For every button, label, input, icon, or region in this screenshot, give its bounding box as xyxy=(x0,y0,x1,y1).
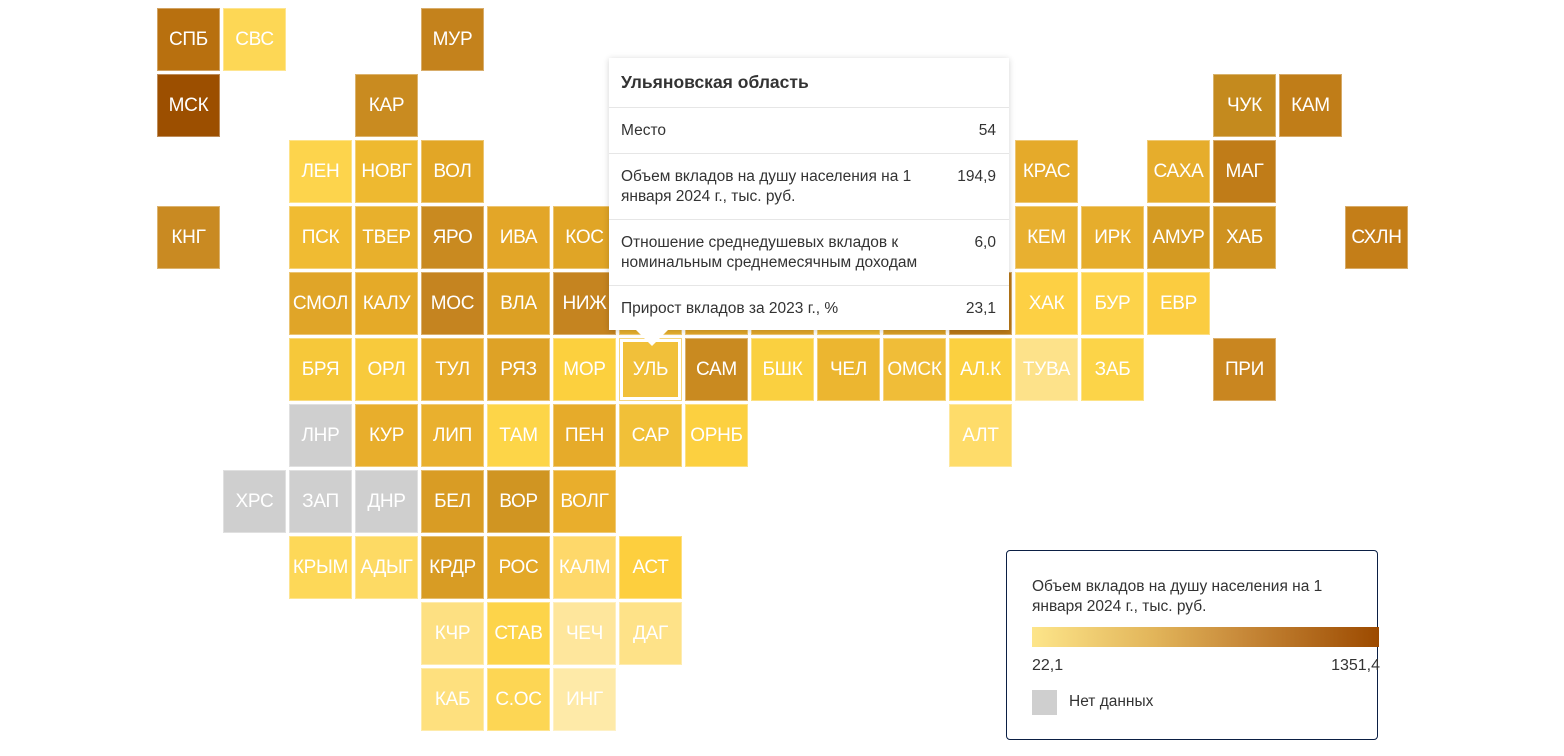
region-tile[interactable]: УЛЬ xyxy=(619,338,682,401)
region-tile[interactable]: КНГ xyxy=(157,206,220,269)
tooltip-row-ratio: Отношение среднедушевых вкладов к номина… xyxy=(609,220,1009,286)
region-tile[interactable]: АЛТ xyxy=(949,404,1012,467)
legend-min-label: 22,1 xyxy=(1032,657,1064,674)
tooltip-value: 23,1 xyxy=(965,300,996,317)
tooltip-value: 6,0 xyxy=(974,234,996,251)
region-tile[interactable]: ВОР xyxy=(487,470,550,533)
tooltip-label: Объем вкладов на душу населения на 1 янв… xyxy=(621,168,912,205)
region-tile[interactable]: ИВА xyxy=(487,206,550,269)
region-tile[interactable]: СТАВ xyxy=(487,602,550,665)
region-tile[interactable]: ЕВР xyxy=(1147,272,1210,335)
region-tile[interactable]: РЯЗ xyxy=(487,338,550,401)
region-tile[interactable]: САР xyxy=(619,404,682,467)
region-tile[interactable]: ЛИП xyxy=(421,404,484,467)
tooltip-label: Место xyxy=(621,122,667,139)
region-tile[interactable]: НИЖ xyxy=(553,272,616,335)
region-tile[interactable]: ЛНР xyxy=(289,404,352,467)
region-tile[interactable]: ЛЕН xyxy=(289,140,352,203)
region-tooltip: Ульяновская область Место 54 Объем вклад… xyxy=(609,58,1009,330)
region-tile[interactable]: БЕЛ xyxy=(421,470,484,533)
region-tile[interactable]: ВОЛ xyxy=(421,140,484,203)
region-tile[interactable]: КРАС xyxy=(1015,140,1078,203)
region-tile[interactable]: БУР xyxy=(1081,272,1144,335)
region-tile[interactable]: ОРЛ xyxy=(355,338,418,401)
region-tile[interactable]: САМ xyxy=(685,338,748,401)
region-tile[interactable]: СМОЛ xyxy=(289,272,352,335)
region-tile[interactable]: АДЫГ xyxy=(355,536,418,599)
region-tile[interactable]: КАЛУ xyxy=(355,272,418,335)
region-tile[interactable]: КАР xyxy=(355,74,418,137)
region-tile[interactable]: ТУВА xyxy=(1015,338,1078,401)
region-tile[interactable]: ТУЛ xyxy=(421,338,484,401)
tooltip-value: 194,9 xyxy=(957,168,996,185)
tooltip-row-growth: Прирост вкладов за 2023 г., % 23,1 xyxy=(609,286,1009,330)
region-tile[interactable]: С.ОС xyxy=(487,668,550,731)
no-data-swatch xyxy=(1032,690,1057,715)
region-tile[interactable]: КАБ xyxy=(421,668,484,731)
region-tile[interactable]: КЧР xyxy=(421,602,484,665)
region-tile[interactable]: ЧЕЧ xyxy=(553,602,616,665)
region-tile[interactable]: АМУР xyxy=(1147,206,1210,269)
region-tile[interactable]: ТАМ xyxy=(487,404,550,467)
region-tile[interactable]: СХЛН xyxy=(1345,206,1408,269)
region-tile[interactable]: МАГ xyxy=(1213,140,1276,203)
region-tile[interactable]: ТВЕР xyxy=(355,206,418,269)
region-tile[interactable]: ЗАБ xyxy=(1081,338,1144,401)
legend: Объем вкладов на душу населения на 1 янв… xyxy=(1006,550,1380,740)
region-tile[interactable]: ОМСК xyxy=(883,338,946,401)
region-tile[interactable]: БШК xyxy=(751,338,814,401)
tooltip-arrow xyxy=(636,330,668,346)
tooltip-row-rank: Место 54 xyxy=(609,108,1009,154)
region-tile[interactable]: ПЕН xyxy=(553,404,616,467)
region-tile[interactable]: МОС xyxy=(421,272,484,335)
region-tile[interactable]: КРЫМ xyxy=(289,536,352,599)
region-tile[interactable]: ДНР xyxy=(355,470,418,533)
region-tile[interactable]: КАЛМ xyxy=(553,536,616,599)
tooltip-title: Ульяновская область xyxy=(609,58,1009,108)
region-tile[interactable]: КУР xyxy=(355,404,418,467)
region-tile[interactable]: СВС xyxy=(223,8,286,71)
region-tile[interactable]: МСК xyxy=(157,74,220,137)
region-tile[interactable]: БРЯ xyxy=(289,338,352,401)
region-tile[interactable]: ЗАП xyxy=(289,470,352,533)
region-tile[interactable]: АСТ xyxy=(619,536,682,599)
region-tile[interactable]: ВОЛГ xyxy=(553,470,616,533)
legend-color-scale xyxy=(1032,627,1379,647)
region-tile[interactable]: ПРИ xyxy=(1213,338,1276,401)
tooltip-row-deposits: Объем вкладов на душу населения на 1 янв… xyxy=(609,154,1009,220)
region-tile[interactable]: АЛ.К xyxy=(949,338,1012,401)
region-tile[interactable]: МОР xyxy=(553,338,616,401)
region-tile[interactable]: ИНГ xyxy=(553,668,616,731)
region-tile[interactable]: ДАГ xyxy=(619,602,682,665)
region-tile[interactable]: КОС xyxy=(553,206,616,269)
region-tile[interactable]: ЧЕЛ xyxy=(817,338,880,401)
tooltip-label: Отношение среднедушевых вкладов к номина… xyxy=(621,234,918,271)
region-tile[interactable]: ЯРО xyxy=(421,206,484,269)
region-tile[interactable]: КРДР xyxy=(421,536,484,599)
region-tile[interactable]: ЧУК xyxy=(1213,74,1276,137)
region-tile[interactable]: ВЛА xyxy=(487,272,550,335)
region-tile[interactable]: МУР xyxy=(421,8,484,71)
region-tile[interactable]: ХАК xyxy=(1015,272,1078,335)
region-tile[interactable]: ИРК xyxy=(1081,206,1144,269)
region-tile[interactable]: РОС xyxy=(487,536,550,599)
region-tile[interactable]: ХРС xyxy=(223,470,286,533)
no-data-label: Нет данных xyxy=(1069,693,1154,710)
tooltip-label: Прирост вкладов за 2023 г., % xyxy=(621,300,839,317)
region-tile[interactable]: ОРНБ xyxy=(685,404,748,467)
region-tile[interactable]: НОВГ xyxy=(355,140,418,203)
tooltip-value: 54 xyxy=(978,122,996,139)
legend-max-label: 1351,4 xyxy=(1331,657,1380,674)
region-tile[interactable]: КАМ xyxy=(1279,74,1342,137)
region-tile[interactable]: ХАБ xyxy=(1213,206,1276,269)
region-tile[interactable]: ПСК xyxy=(289,206,352,269)
legend-title: Объем вкладов на душу населения на 1 янв… xyxy=(1032,578,1323,615)
region-tile[interactable]: САХА xyxy=(1147,140,1210,203)
region-tile[interactable]: КЕМ xyxy=(1015,206,1078,269)
region-tile[interactable]: СПБ xyxy=(157,8,220,71)
